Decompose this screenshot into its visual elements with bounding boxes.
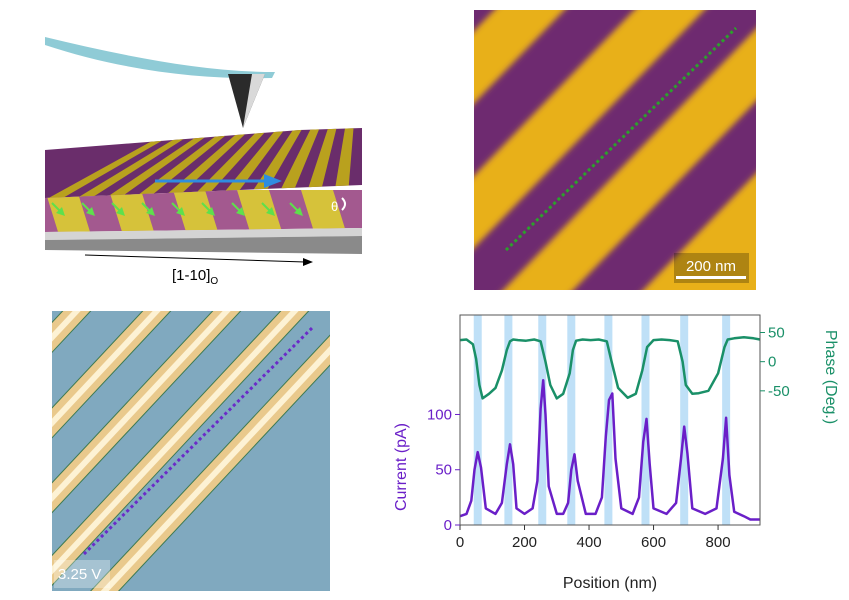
polarization-arrowhead [56,207,65,216]
side-stripe [173,190,219,232]
domain-stripes-side [45,190,362,232]
y-tick-label-right: 50 [768,325,785,342]
angle-arc [341,197,346,211]
polarization-arrowhead [86,207,95,216]
y-tick-label-right: -50 [768,383,790,400]
highlight-band [504,315,513,525]
cafm-stripe [52,311,242,514]
cafm-current-map: 3.25 V [52,311,330,591]
highlight-band [567,315,576,525]
scale-bar-label: 200 nm [686,258,736,275]
side-stripe [45,190,91,232]
profile-chart: 0 200 400 600 800 0 50 100 50 0 -50 Position (nm… [393,314,839,592]
x-axis: 0 200 400 600 800 [456,525,731,551]
phase-series-line [459,335,761,400]
crystal-direction-label: [1-10]O [172,267,218,287]
bias-label-background [54,560,110,588]
y-tick-label-left: 50 [435,462,452,479]
polarization-arrowhead [236,207,245,216]
top-stripe [304,128,339,198]
y-axis-label-left: Current (pA) [393,423,410,511]
y-tick-label-right: 0 [768,354,776,371]
x-tick-label: 800 [706,534,731,551]
y-axis-left: 0 50 100 [427,406,460,534]
highlight-band [473,315,482,525]
highlight-band [538,315,547,525]
x-axis-label: Position (nm) [563,575,657,592]
highlight-band [680,315,689,525]
pfm-profile-line [504,26,738,252]
chart-series [459,335,761,521]
crystal-direction-arrowhead [303,258,313,266]
domain-stripes-top [45,128,362,198]
pfm-phase-map: 200 nm [474,10,756,290]
polarization-arrowhead [116,207,125,216]
schematic-panel: θ [1-10]O [45,37,362,287]
substrate-base [45,236,362,254]
pfm-dark-domain [474,10,756,290]
top-stripe [275,128,323,198]
x-tick-label: 200 [512,534,537,551]
cafm-stripe [52,311,172,439]
cafm-stripe [52,311,310,587]
afm-tip-highlight [243,74,265,128]
x-tick-label: 400 [577,534,602,551]
plot-frame [459,314,761,526]
side-stripe [109,190,155,232]
polarization-arrows [51,202,303,216]
x-tick-label: 600 [641,534,666,551]
cafm-conductive-stripes [52,311,330,591]
y-tick-label-left: 100 [427,406,452,423]
angle-label: θ [331,199,338,214]
y-axis-right: 50 0 -50 [760,325,790,400]
y-tick-label-left: 0 [444,517,452,534]
bias-label: 3.25 V [58,566,101,583]
scale-bar [676,276,746,279]
top-stripe [102,128,230,198]
current-series-line [459,378,760,521]
side-stripe [301,190,347,232]
polarization-arrowhead [176,207,185,216]
top-stripe [333,128,355,198]
polarization-arrowhead [266,207,275,216]
cantilever [45,37,275,79]
scan-direction-arrowhead [264,174,282,188]
polarization-arrowhead [146,207,155,216]
polarization-arrowhead [294,207,303,216]
y-axis-label-right: Phase (Deg.) [822,330,839,424]
cafm-stripe [90,334,330,591]
side-stripe [237,190,283,232]
top-stripe [73,128,214,198]
cafm-stripe [52,311,92,354]
x-tick-label: 0 [456,534,464,551]
crystal-direction-line [84,254,306,263]
polarization-arrowhead [206,207,215,216]
